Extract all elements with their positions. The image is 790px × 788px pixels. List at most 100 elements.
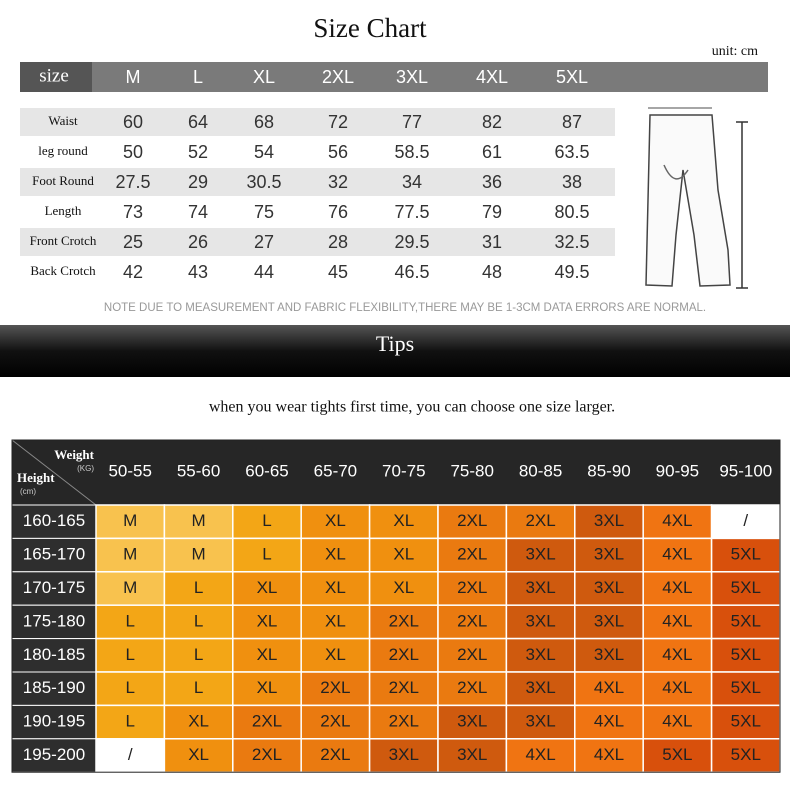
- size-value: 5XL: [731, 678, 761, 697]
- measure-value: 54: [254, 142, 274, 162]
- size-cell: [163, 738, 234, 773]
- size-value: 2XL: [320, 678, 350, 697]
- size-value: L: [125, 712, 134, 731]
- pants-illustration: [645, 107, 748, 289]
- size-value: L: [194, 678, 203, 697]
- size-value: L: [194, 578, 203, 597]
- measure-value: 58.5: [394, 142, 429, 162]
- size-value: 4XL: [594, 712, 624, 731]
- size-value: L: [125, 678, 134, 697]
- size-value: 3XL: [525, 578, 555, 597]
- size-value: 2XL: [252, 712, 282, 731]
- size-value: L: [194, 611, 203, 630]
- measure-value: 31: [482, 232, 502, 252]
- measure-value: 29: [188, 172, 208, 192]
- weight-range: 50-55: [108, 461, 151, 480]
- weight-unit: (KG): [77, 464, 94, 473]
- size-grid: Weight (KG) Height (cm) 50-55 55-60 60-65 65-70…: [11, 439, 781, 773]
- size-value: XL: [188, 745, 209, 764]
- size-value: 5XL: [731, 611, 761, 630]
- size-value: 2XL: [252, 745, 282, 764]
- size-value: L: [262, 511, 271, 530]
- height-cell: [11, 638, 97, 673]
- size-cell: [368, 704, 439, 740]
- size-value: 3XL: [525, 611, 555, 630]
- row-label: Back Crotch: [30, 263, 96, 278]
- size-value: XL: [393, 545, 414, 564]
- size-value: L: [125, 611, 134, 630]
- size-value: 3XL: [594, 545, 624, 564]
- size-value: 3XL: [525, 545, 555, 564]
- row-label: Front Crotch: [30, 233, 97, 248]
- measure-value: 77: [402, 112, 422, 132]
- size-value: 5XL: [662, 745, 692, 764]
- size-value: 2XL: [457, 578, 487, 597]
- size-value: 4XL: [525, 745, 555, 764]
- size-value: 3XL: [525, 645, 555, 664]
- size-cell: [437, 504, 508, 540]
- size-value: M: [123, 511, 137, 530]
- size-value: 3XL: [594, 645, 624, 664]
- size-value: 2XL: [389, 645, 419, 664]
- measure-value: 43: [188, 262, 208, 282]
- size-value: 3XL: [594, 611, 624, 630]
- measure-value: 29.5: [394, 232, 429, 252]
- size-value: XL: [257, 611, 278, 630]
- row-band: [20, 228, 615, 256]
- size-cell: [232, 537, 302, 573]
- size-value: 2XL: [457, 678, 487, 697]
- measure-value: 27.5: [115, 172, 150, 192]
- corner-diagonal: [11, 439, 97, 506]
- size-value: 4XL: [662, 578, 692, 597]
- height-cell: [11, 571, 97, 606]
- size-value: XL: [325, 645, 346, 664]
- measure-value: 79: [482, 202, 502, 222]
- size-value: 3XL: [389, 745, 419, 764]
- height-cell: [11, 671, 97, 706]
- size-cell: [574, 671, 644, 707]
- size-label: 4XL: [476, 67, 508, 87]
- size-cell: [642, 571, 713, 606]
- size-cell: [95, 671, 166, 707]
- size-label: 5XL: [556, 67, 588, 87]
- note: NOTE DUE TO MEASUREMENT AND FABRIC FLEXI…: [104, 302, 706, 314]
- row-band: [20, 108, 615, 136]
- size-value: 2XL: [457, 545, 487, 564]
- size-value: L: [125, 645, 134, 664]
- size-cell: [300, 537, 371, 573]
- size-value: XL: [257, 678, 278, 697]
- size-value: 5XL: [731, 545, 761, 564]
- size-cell: [642, 671, 713, 707]
- measure-value: 73: [123, 202, 143, 222]
- measure-value: 38: [562, 172, 582, 192]
- row-band: [20, 168, 615, 196]
- measure-value: 75: [254, 202, 274, 222]
- weight-range: 60-65: [245, 461, 288, 480]
- size-cell: [710, 671, 781, 707]
- size-value: 2XL: [525, 511, 555, 530]
- height-range: 160-165: [23, 511, 85, 530]
- size-value: /: [743, 511, 748, 530]
- size-cell: [710, 537, 781, 573]
- weight-range: 70-75: [382, 461, 425, 480]
- measure-value: 80.5: [554, 202, 589, 222]
- size-value: XL: [325, 545, 346, 564]
- height-range: 190-195: [23, 712, 85, 731]
- measure-value: 87: [562, 112, 582, 132]
- size-value: XL: [325, 578, 346, 597]
- size-cell: [642, 738, 713, 773]
- size-value: 4XL: [662, 645, 692, 664]
- measure-value: 72: [328, 112, 348, 132]
- measure-value: 27: [254, 232, 274, 252]
- size-value: 4XL: [662, 545, 692, 564]
- size-cell: [163, 504, 234, 540]
- size-label: XL: [253, 67, 275, 87]
- size-value: 2XL: [457, 511, 487, 530]
- measure-value: 30.5: [246, 172, 281, 192]
- measure-value: 36: [482, 172, 502, 192]
- size-value: XL: [188, 712, 209, 731]
- height-label: Height: [17, 470, 55, 485]
- weight-range: 65-70: [314, 461, 357, 480]
- size-cell: [505, 604, 576, 640]
- header-corner: [20, 62, 92, 92]
